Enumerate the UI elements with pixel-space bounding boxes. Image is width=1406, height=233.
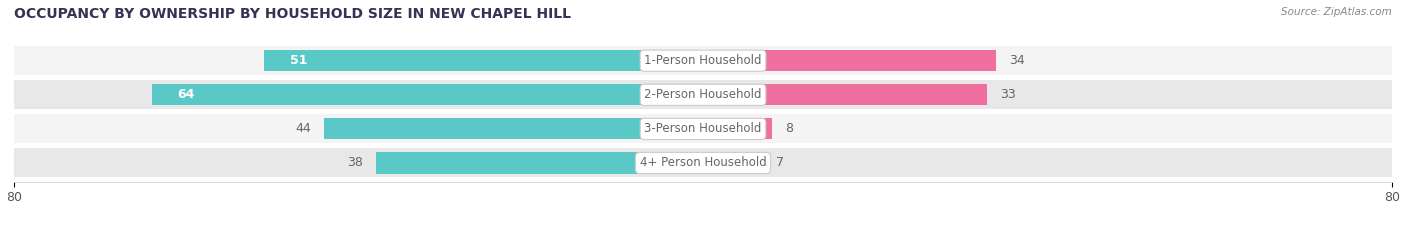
Bar <box>14 80 1392 109</box>
Text: 44: 44 <box>295 122 311 135</box>
Bar <box>14 114 1392 143</box>
Bar <box>703 152 763 174</box>
Text: OCCUPANCY BY OWNERSHIP BY HOUSEHOLD SIZE IN NEW CHAPEL HILL: OCCUPANCY BY OWNERSHIP BY HOUSEHOLD SIZE… <box>14 7 571 21</box>
Text: 34: 34 <box>1008 54 1025 67</box>
Text: 38: 38 <box>347 157 363 169</box>
Text: 64: 64 <box>177 88 195 101</box>
Text: 33: 33 <box>1000 88 1017 101</box>
Bar <box>14 148 1392 178</box>
Legend: Owner-occupied, Renter-occupied: Owner-occupied, Renter-occupied <box>565 229 841 233</box>
Bar <box>703 84 987 105</box>
Text: 51: 51 <box>290 54 307 67</box>
Text: 2-Person Household: 2-Person Household <box>644 88 762 101</box>
Text: 3-Person Household: 3-Person Household <box>644 122 762 135</box>
Text: 7: 7 <box>776 157 785 169</box>
Bar <box>264 50 703 71</box>
Bar <box>375 152 703 174</box>
Text: 1-Person Household: 1-Person Household <box>644 54 762 67</box>
Bar <box>323 118 703 140</box>
Bar <box>152 84 703 105</box>
Text: 4+ Person Household: 4+ Person Household <box>640 157 766 169</box>
Bar <box>703 118 772 140</box>
Bar <box>14 46 1392 75</box>
Text: Source: ZipAtlas.com: Source: ZipAtlas.com <box>1281 7 1392 17</box>
Bar <box>703 50 995 71</box>
Text: 8: 8 <box>785 122 793 135</box>
